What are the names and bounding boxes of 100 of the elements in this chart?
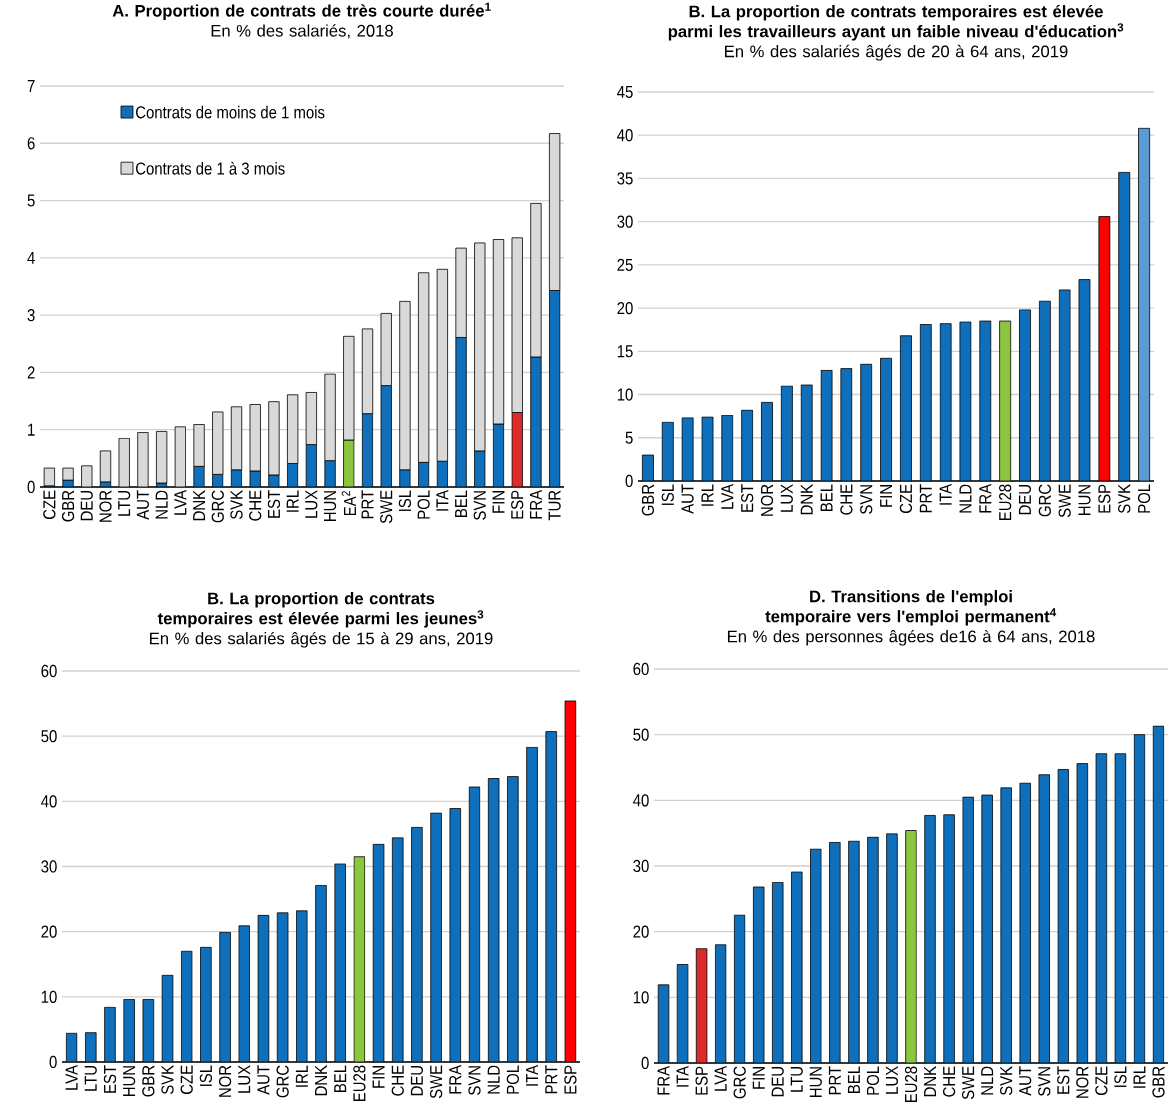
x-tick-label: ESP	[695, 1066, 708, 1095]
x-tick-label: CHE	[942, 1066, 956, 1097]
x-tick-label: NLD	[487, 1065, 500, 1094]
x-tick-label: SWE	[961, 1066, 975, 1100]
x-tick-label: AUT	[681, 484, 694, 514]
y-tick-label: 2	[27, 366, 35, 379]
x-tick-label: GBR	[142, 1065, 155, 1097]
x-tick-label: POL	[506, 1065, 519, 1094]
y-tick-label: 0	[49, 1055, 57, 1069]
x-tick-label: HUN	[324, 491, 337, 521]
x-tick-label: CZE	[1095, 1066, 1108, 1095]
chart-title: B. La proportion de contrats temporaires est élevée parmi les travailleurs ayant un faible niveau d'éducation$^{3}$	[668, 4, 1124, 41]
x-tick-label: ISL	[1114, 1066, 1127, 1087]
y-tick-label: 30	[617, 215, 633, 228]
legend-label: Contrats de moins de 1 mois	[136, 105, 325, 119]
y-tick-label: 15	[617, 345, 633, 358]
x-tick-label: SVK	[1118, 484, 1131, 514]
x-tick-label: BEL	[334, 1065, 347, 1092]
x-tick-label: LVA	[65, 1064, 78, 1090]
x-tick-label: PRT	[828, 1066, 841, 1095]
x-tick-label: SVN	[1038, 1067, 1051, 1096]
x-tick-label: ITA	[676, 1065, 689, 1087]
x-tick-label: FIN	[372, 1066, 385, 1088]
x-tick-label: SWE	[429, 1065, 443, 1099]
y-tick-label: 30	[633, 859, 649, 873]
y-tick-label: 20	[633, 925, 649, 938]
x-tick-label: EA$^{2}$	[341, 491, 356, 516]
bar	[99, 450, 112, 483]
x-tick-label: CZE	[43, 490, 56, 519]
chart-subtitle: En % des personnes âgées de16 à 64 ans, 2018	[727, 629, 1095, 646]
x-tick-label: GBR	[641, 484, 655, 516]
x-tick-label: ESP	[1098, 484, 1111, 513]
x-tick-label: NOR	[99, 490, 112, 522]
x-tick-label: GRC	[733, 1066, 746, 1099]
x-tick-label: AUT	[1019, 1066, 1032, 1096]
x-tick-label: CHE	[391, 1065, 404, 1096]
x-tick-label: AUT	[136, 490, 149, 520]
x-tick-label: POL	[417, 490, 430, 519]
chart-subtitle: En % des salariés âgés de 20 à 64 ans, 2019	[725, 44, 1068, 61]
y-tick-label: 50	[41, 730, 57, 743]
y-tick-label: 30	[41, 860, 57, 873]
chart-title: A. Proportion de contrats de très courte durée$^{1}$	[112, 2, 491, 20]
y-tick-label: 5	[27, 194, 35, 207]
legend-label: Contrats de 1 à 3 mois	[136, 161, 285, 175]
x-tick-label: NLD	[981, 1066, 994, 1095]
y-tick-label: 60	[633, 662, 649, 676]
x-tick-label: DNK	[315, 1065, 327, 1096]
x-tick-label: FRA	[529, 489, 542, 519]
y-tick-label: 6	[27, 137, 35, 150]
x-tick-label: ITA	[526, 1064, 539, 1086]
y-tick-label: 10	[633, 991, 649, 1004]
chart-title: B. La proportion de contrats temporaires est élevée parmi les jeunes$^{3}$	[157, 592, 484, 628]
x-tick-label: FRA	[979, 483, 992, 513]
chart-title: D. Transitions de l'emploi temporaire vers l'emploi permanent$^{4}$	[765, 590, 1057, 626]
y-tick-label: 20	[41, 925, 57, 938]
x-tick-label: FRA	[449, 1064, 462, 1094]
x-tick-label: GBR	[1152, 1066, 1165, 1098]
x-tick-label: DEU	[1018, 485, 1032, 515]
x-tick-label: SWE	[1058, 484, 1071, 518]
y-tick-label: 1	[28, 423, 35, 436]
x-tick-label: GRC	[1038, 484, 1051, 517]
x-tick-label: CZE	[180, 1065, 193, 1094]
x-tick-label: DEU	[410, 1066, 423, 1096]
y-tick-label: 25	[617, 258, 633, 272]
chart-subtitle: En % des salariés âgés de 15 à 29 ans, 2019	[150, 631, 493, 648]
y-tick-label: 50	[633, 728, 649, 741]
x-tick-label: ITA	[939, 483, 952, 505]
x-tick-label: FIN	[752, 1067, 765, 1089]
y-tick-label: 40	[41, 795, 57, 808]
x-tick-label: CHE	[249, 490, 262, 521]
y-tick-label: 5	[625, 431, 633, 444]
x-tick-label: IRL	[286, 490, 299, 512]
x-tick-label: IRL	[1133, 1066, 1146, 1088]
x-tick-label: EU28	[904, 1066, 918, 1102]
x-tick-label: NLD	[155, 490, 168, 519]
x-tick-label: HUN	[123, 1066, 136, 1096]
x-tick-label: LVA	[714, 1065, 727, 1091]
x-tick-label: POL	[866, 1066, 880, 1095]
x-tick-label: DNK	[800, 484, 813, 515]
y-tick-label: 10	[41, 990, 57, 1003]
x-tick-label: SVK	[230, 490, 243, 520]
x-tick-label: DNK	[924, 1066, 937, 1097]
y-tick-label: 60	[41, 664, 57, 678]
x-tick-label: PRT	[361, 490, 374, 519]
y-tick-label: 4	[27, 251, 35, 264]
x-tick-label: SVN	[473, 491, 486, 520]
x-tick-label: CHE	[840, 484, 853, 515]
x-tick-label: BEL	[820, 484, 833, 511]
y-tick-label: 35	[617, 172, 633, 185]
x-tick-label: SWE	[380, 490, 393, 524]
x-tick-label: BEL	[847, 1066, 860, 1093]
x-tick-label: HUN	[1078, 485, 1091, 515]
x-tick-label: ISL	[199, 1065, 213, 1086]
y-tick-label: 10	[617, 388, 633, 401]
x-tick-label: NOR	[1076, 1066, 1089, 1098]
y-tick-label: 20	[617, 301, 633, 315]
x-tick-label: BEL	[455, 490, 468, 517]
x-tick-label: GRC	[211, 490, 224, 523]
y-tick-label: 40	[633, 794, 649, 807]
x-tick-label: EST	[741, 484, 754, 512]
